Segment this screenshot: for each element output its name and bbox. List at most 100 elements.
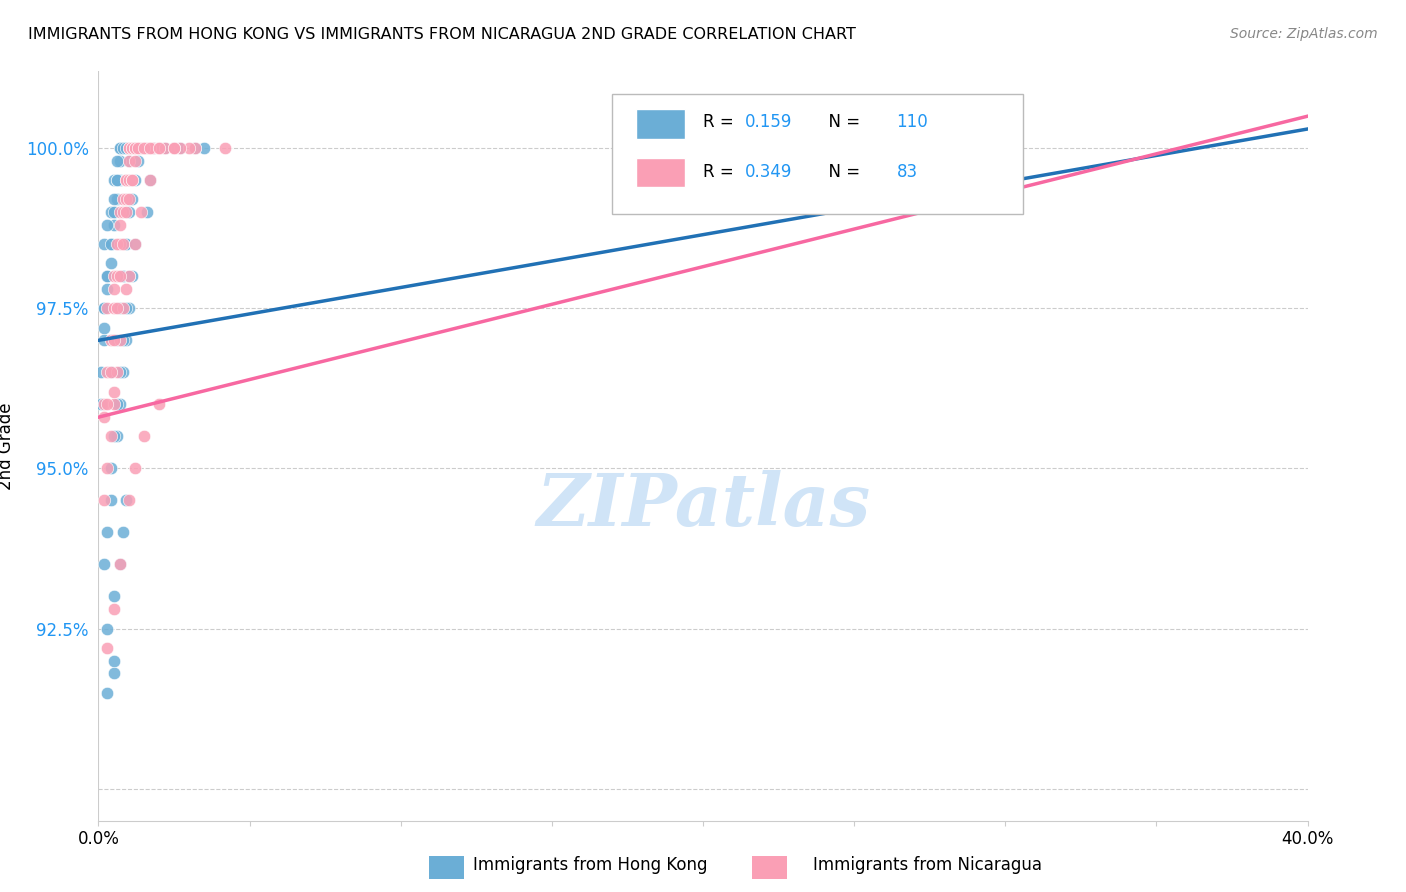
Point — [111, 141, 134, 155]
Text: R =: R = — [703, 113, 740, 131]
Text: Immigrants from Hong Kong: Immigrants from Hong Kong — [474, 856, 707, 874]
Point — [214, 141, 236, 155]
Point — [118, 154, 141, 169]
Point — [118, 205, 141, 219]
Point — [844, 141, 866, 155]
Point — [93, 558, 115, 572]
Point — [96, 461, 118, 475]
Point — [108, 141, 131, 155]
Point — [114, 301, 136, 316]
Point — [153, 141, 176, 155]
Point — [142, 141, 165, 155]
Point — [108, 218, 131, 232]
Text: IMMIGRANTS FROM HONG KONG VS IMMIGRANTS FROM NICARAGUA 2ND GRADE CORRELATION CHA: IMMIGRANTS FROM HONG KONG VS IMMIGRANTS … — [28, 27, 856, 42]
Point — [118, 173, 141, 187]
Point — [118, 141, 141, 155]
Point — [108, 365, 131, 379]
Point — [96, 397, 118, 411]
Point — [135, 141, 157, 155]
Point — [111, 205, 134, 219]
Point — [96, 622, 118, 636]
Point — [111, 269, 134, 284]
Point — [93, 301, 115, 316]
Point — [124, 141, 146, 155]
Point — [153, 141, 176, 155]
Point — [103, 269, 125, 284]
Point — [96, 282, 118, 296]
Point — [108, 558, 131, 572]
Point — [121, 141, 143, 155]
Point — [132, 141, 155, 155]
Point — [139, 141, 162, 155]
Point — [127, 154, 149, 169]
Point — [169, 141, 191, 155]
Point — [114, 282, 136, 296]
Point — [93, 301, 115, 316]
Point — [114, 173, 136, 187]
Point — [108, 154, 131, 169]
Point — [108, 269, 131, 284]
Point — [118, 193, 141, 207]
Point — [124, 154, 146, 169]
Point — [163, 141, 186, 155]
Point — [139, 141, 162, 155]
Point — [118, 154, 141, 169]
Point — [121, 141, 143, 155]
Bar — [637, 158, 685, 187]
Point — [132, 141, 155, 155]
Text: Immigrants from Nicaragua: Immigrants from Nicaragua — [814, 856, 1042, 874]
Point — [193, 141, 215, 155]
Point — [129, 141, 152, 155]
Point — [100, 461, 122, 475]
Point — [142, 141, 165, 155]
Point — [129, 141, 152, 155]
Point — [111, 237, 134, 252]
Point — [148, 141, 170, 155]
Point — [129, 141, 152, 155]
Point — [135, 141, 157, 155]
Point — [148, 397, 170, 411]
Point — [111, 301, 134, 316]
Point — [135, 205, 157, 219]
Point — [124, 141, 146, 155]
Point — [118, 173, 141, 187]
Point — [93, 397, 115, 411]
Point — [118, 301, 141, 316]
Point — [111, 301, 134, 316]
Point — [118, 173, 141, 187]
Point — [121, 141, 143, 155]
Point — [127, 141, 149, 155]
Point — [121, 193, 143, 207]
Point — [114, 141, 136, 155]
Point — [100, 429, 122, 443]
Point — [111, 141, 134, 155]
Point — [184, 141, 207, 155]
Point — [139, 173, 162, 187]
Point — [124, 461, 146, 475]
Point — [139, 141, 162, 155]
Point — [96, 218, 118, 232]
Text: R =: R = — [703, 162, 740, 181]
Text: N =: N = — [818, 162, 865, 181]
Point — [103, 282, 125, 296]
Text: N =: N = — [818, 113, 865, 131]
Point — [90, 397, 112, 411]
Point — [114, 193, 136, 207]
Point — [108, 173, 131, 187]
Point — [90, 365, 112, 379]
Point — [118, 269, 141, 284]
Point — [121, 173, 143, 187]
Point — [118, 269, 141, 284]
Point — [121, 141, 143, 155]
Point — [127, 141, 149, 155]
Point — [105, 301, 128, 316]
Text: 0.349: 0.349 — [745, 162, 793, 181]
Point — [100, 493, 122, 508]
Point — [142, 141, 165, 155]
Point — [93, 493, 115, 508]
Point — [100, 365, 122, 379]
Text: 0.159: 0.159 — [745, 113, 793, 131]
Point — [118, 141, 141, 155]
Point — [105, 173, 128, 187]
Point — [132, 141, 155, 155]
